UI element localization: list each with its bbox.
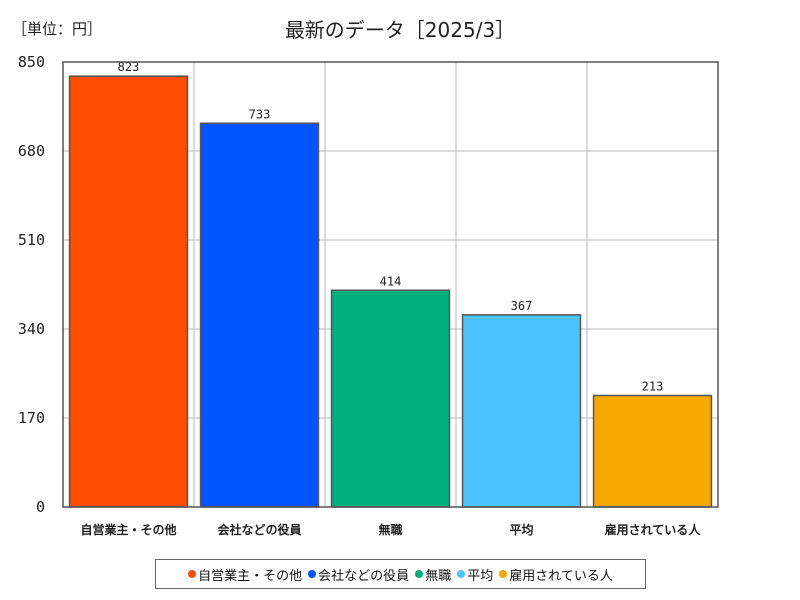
- bar: [592, 394, 713, 508]
- x-tick-label: 無職: [378, 522, 402, 537]
- legend-marker: [499, 570, 508, 578]
- y-tick-label: 0: [36, 498, 45, 516]
- data-label: 213: [642, 379, 664, 393]
- legend-item: 平均: [457, 565, 493, 584]
- data-label-bg: [115, 60, 142, 74]
- x-tick-label: 自営業主・その他: [80, 522, 176, 537]
- bar: [68, 75, 189, 508]
- legend-marker: [457, 570, 466, 578]
- legend-label: 平均: [467, 568, 494, 584]
- y-tick-label: 680: [18, 142, 45, 160]
- data-label: 367: [511, 299, 533, 313]
- x-tick-label: 会社などの役員: [217, 522, 301, 537]
- bar: [461, 314, 582, 508]
- legend-label: 雇用されている人: [509, 568, 613, 584]
- legend-item: 自営業主・その他: [188, 565, 302, 584]
- x-tick-label: 平均: [509, 522, 533, 537]
- plot-border: [62, 61, 719, 508]
- legend-label: 会社などの役員: [318, 568, 410, 584]
- legend-marker: [188, 570, 197, 578]
- x-tick-label: 雇用されている人: [605, 522, 702, 537]
- legend-marker: [308, 570, 317, 578]
- y-tick-label: 850: [18, 53, 45, 71]
- unit-label: ［単位：円］: [12, 20, 103, 38]
- bar: [330, 289, 451, 508]
- chart-legend: 自営業主・その他 会社などの役員 無職 平均 雇用されている人: [155, 559, 646, 589]
- chart-title: 最新のデータ［2025/3］: [284, 18, 516, 42]
- data-label-bg: [639, 379, 666, 393]
- y-tick-label: 510: [18, 231, 45, 249]
- legend-item: 会社などの役員: [308, 565, 409, 584]
- legend-item: 無職: [415, 565, 451, 584]
- data-label: 823: [118, 60, 140, 74]
- data-label: 414: [380, 274, 402, 288]
- bar: [199, 122, 320, 508]
- legend-item: 雇用されている人: [499, 565, 613, 584]
- legend-marker: [415, 570, 424, 578]
- data-label-bg: [508, 298, 535, 312]
- legend-label: 自営業主・その他: [198, 568, 303, 584]
- data-label-bg: [246, 107, 273, 121]
- y-tick-label: 340: [18, 320, 45, 338]
- y-tick-label: 170: [18, 409, 45, 427]
- data-label: 733: [249, 107, 271, 121]
- data-label-bg: [377, 274, 404, 288]
- legend-label: 無職: [425, 568, 452, 584]
